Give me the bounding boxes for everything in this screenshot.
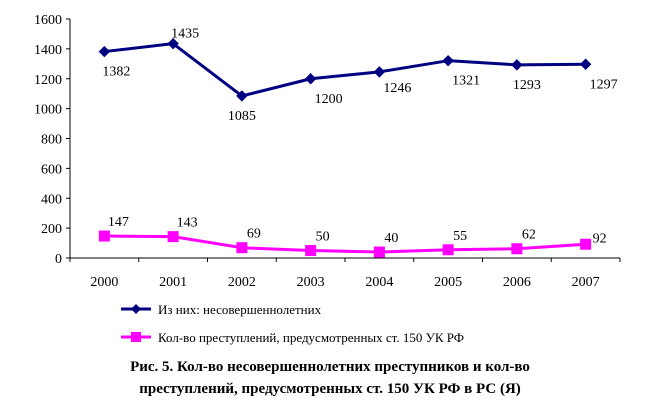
data-label: 55 bbox=[453, 229, 467, 244]
data-point-square bbox=[442, 244, 454, 256]
data-point-square bbox=[580, 238, 592, 250]
data-label: 1246 bbox=[383, 81, 411, 96]
data-point-square bbox=[236, 242, 248, 254]
legend-item-2: Кол-во преступлений, предусмотренных ст.… bbox=[121, 330, 464, 345]
y-tick-label: 600 bbox=[41, 162, 62, 177]
x-tick-label: 2002 bbox=[228, 275, 256, 290]
legend-marker-square bbox=[131, 332, 141, 342]
series-line bbox=[104, 42, 586, 98]
data-label: 1297 bbox=[590, 77, 618, 92]
data-point-diamond bbox=[373, 66, 386, 78]
legend-marker-diamond bbox=[131, 304, 141, 314]
data-point-diamond bbox=[304, 73, 317, 85]
series-line bbox=[104, 234, 586, 254]
x-tick-label: 2006 bbox=[503, 275, 531, 290]
data-point-square bbox=[373, 246, 385, 258]
series-1: 1382 1435 1085 1200 1246 1321 1293 1297 bbox=[98, 27, 618, 124]
legend-item-1: Из них: несовершеннолетних bbox=[121, 302, 322, 317]
plot-area: 1382 1435 1085 1200 1246 1321 1293 1297 147 143 69… bbox=[98, 27, 618, 258]
data-label: 40 bbox=[384, 231, 398, 246]
chart-axes bbox=[69, 19, 620, 259]
series-2: 147 143 69 50 40 55 62 92 bbox=[98, 215, 607, 258]
figure-caption: Рис. 5. Кол-во несовершеннолетних престу… bbox=[0, 356, 660, 400]
data-label: 147 bbox=[108, 215, 129, 230]
caption-line-1: Рис. 5. Кол-во несовершеннолетних престу… bbox=[130, 359, 530, 375]
legend-label: Кол-во преступлений, предусмотренных ст.… bbox=[158, 330, 464, 345]
y-tick-label: 1400 bbox=[34, 43, 62, 58]
data-label: 1382 bbox=[102, 65, 130, 80]
data-point-diamond bbox=[167, 37, 179, 50]
data-point-diamond bbox=[98, 45, 111, 58]
data-point-square bbox=[98, 230, 110, 242]
data-label: 143 bbox=[177, 216, 198, 231]
data-label: 1200 bbox=[315, 92, 343, 107]
data-point-diamond bbox=[511, 59, 523, 71]
data-point-square bbox=[167, 231, 179, 243]
data-point-diamond bbox=[442, 54, 454, 67]
y-tick-label: 800 bbox=[41, 133, 62, 148]
data-label: 92 bbox=[593, 231, 607, 246]
x-tick-label: 2000 bbox=[90, 275, 118, 290]
data-label: 50 bbox=[316, 230, 330, 245]
x-axis-ticks: 2000 2001 2002 2003 2004 2005 2006 2007 bbox=[69, 258, 621, 290]
data-label: 1435 bbox=[171, 27, 199, 42]
x-tick-label: 2003 bbox=[297, 275, 325, 290]
data-point-square bbox=[305, 245, 317, 257]
data-point-diamond bbox=[579, 58, 592, 70]
y-tick-label: 1200 bbox=[34, 73, 62, 88]
y-tick-label: 400 bbox=[41, 192, 62, 207]
y-tick-label: 1000 bbox=[34, 103, 62, 118]
y-tick-label: 1600 bbox=[34, 13, 62, 28]
y-tick-label: 0 bbox=[55, 252, 62, 267]
data-label: 62 bbox=[522, 228, 536, 243]
x-tick-label: 2004 bbox=[365, 275, 393, 290]
x-tick-label: 2001 bbox=[159, 275, 187, 290]
data-label: 69 bbox=[247, 227, 261, 242]
x-tick-label: 2005 bbox=[434, 275, 462, 290]
legend-label: Из них: несовершеннолетних bbox=[158, 302, 322, 317]
data-label: 1293 bbox=[513, 78, 541, 93]
data-label: 1085 bbox=[228, 109, 256, 124]
data-point-diamond bbox=[236, 90, 248, 102]
data-label: 1321 bbox=[452, 74, 480, 89]
y-axis-ticks: 0 200 400 600 800 1000 1200 1400 1600 bbox=[34, 13, 70, 267]
x-tick-label: 2007 bbox=[572, 275, 600, 290]
data-point-square bbox=[511, 243, 523, 255]
y-tick-label: 200 bbox=[41, 222, 62, 237]
legend: Из них: несовершеннолетних Кол-во преступ… bbox=[121, 302, 464, 345]
caption-line-2: преступлений, предусмотренных ст. 150 УК… bbox=[139, 381, 521, 397]
